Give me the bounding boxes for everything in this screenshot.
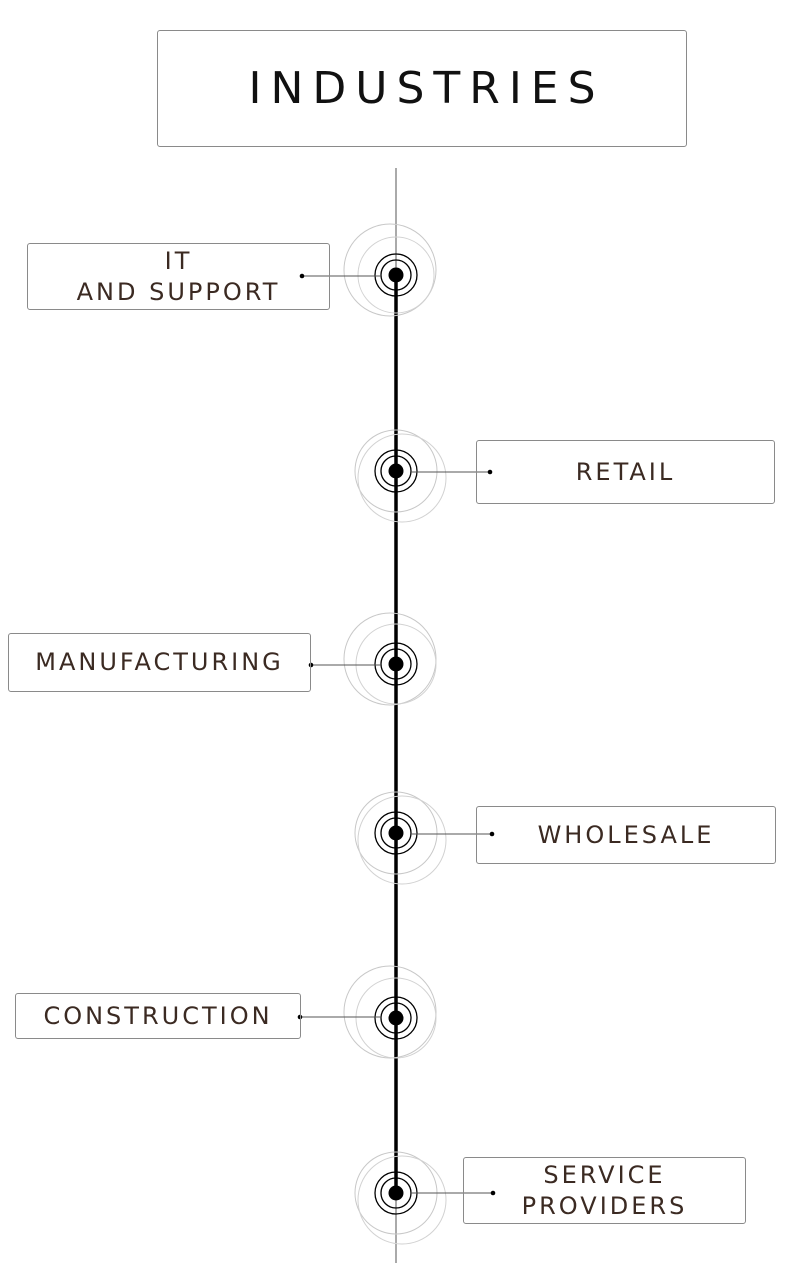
timeline-node-6	[354, 1151, 496, 1245]
industry-box-construction: CONSTRUCTION	[15, 993, 301, 1039]
timeline-node-3	[308, 612, 437, 706]
industry-box-manufacturing: MANUFACTURING	[8, 633, 311, 692]
industry-label-manufacturing: MANUFACTURING	[35, 648, 284, 676]
timeline-node-4	[354, 791, 495, 885]
industry-label-service-providers: SERVICE PROVIDERS	[521, 1160, 688, 1220]
industry-label-retail: RETAIL	[575, 457, 676, 486]
timeline-node-2	[354, 429, 493, 523]
title-box: INDUSTRIES	[157, 30, 687, 147]
industry-box-service-providers: SERVICE PROVIDERS	[463, 1157, 746, 1224]
industry-label-construction: CONSTRUCTION	[43, 1001, 273, 1030]
industry-label-it-and-support: IT AND SUPPORT	[76, 246, 281, 306]
industry-box-it-and-support: IT AND SUPPORT	[27, 243, 330, 310]
industry-box-wholesale: WHOLESALE	[476, 806, 776, 864]
page-title: INDUSTRIES	[248, 63, 605, 114]
industry-box-retail: RETAIL	[476, 440, 775, 504]
industry-label-wholesale: WHOLESALE	[537, 820, 715, 849]
timeline-node-5	[297, 965, 437, 1059]
timeline-node-1	[299, 223, 437, 317]
